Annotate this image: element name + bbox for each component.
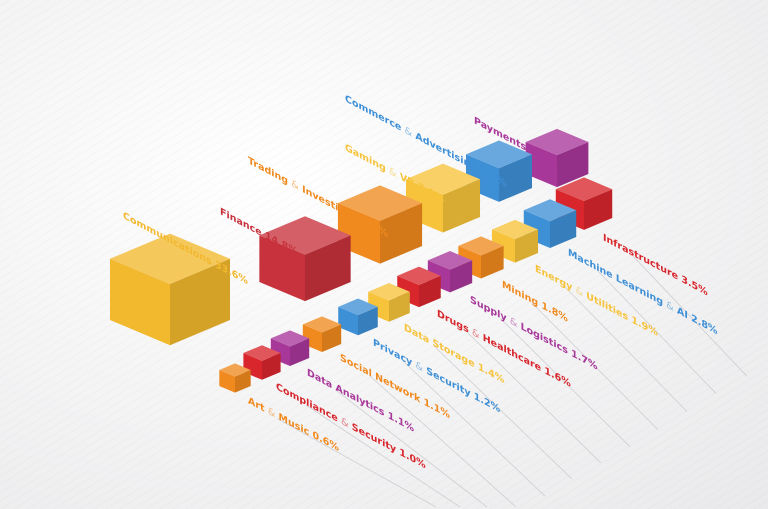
cube-1 xyxy=(110,233,230,346)
cube-top-face xyxy=(458,236,504,256)
cube-right-face xyxy=(380,203,423,264)
cube-top-face xyxy=(525,128,589,156)
cube-right-face xyxy=(419,275,441,308)
leader-line xyxy=(531,302,659,430)
cube-right-face xyxy=(235,370,251,393)
cube-right-face xyxy=(358,306,378,336)
cube-top-face xyxy=(110,233,230,284)
cube-right-face xyxy=(170,258,230,346)
cube-top-face xyxy=(491,219,539,240)
cube-left-face xyxy=(110,258,170,346)
data-label: Social Network 1.1% xyxy=(340,353,450,422)
cube-left-face xyxy=(259,235,305,302)
leader-line xyxy=(597,270,717,394)
leader-lines xyxy=(277,255,748,508)
cube-top-face xyxy=(259,216,351,255)
cube-16 xyxy=(270,330,310,367)
cube-right-face xyxy=(499,154,533,202)
cube-right-face xyxy=(262,353,281,380)
cube-top-face xyxy=(302,316,342,333)
cube-right-face xyxy=(515,229,539,263)
leader-line xyxy=(402,360,546,497)
cube-top-face xyxy=(270,330,310,347)
leader-line xyxy=(499,317,631,448)
cube-right-face xyxy=(290,338,310,367)
cube-right-face xyxy=(481,245,504,279)
cube-top-face xyxy=(368,283,410,301)
cube-top-face xyxy=(465,140,533,169)
leader-line xyxy=(466,331,602,464)
cube-top-face xyxy=(397,266,441,285)
leader-line xyxy=(336,390,488,508)
cube-right-face xyxy=(557,142,589,188)
leader-line xyxy=(632,255,748,377)
data-label: Infrastructure 3.5% xyxy=(603,233,708,299)
cube-top-face xyxy=(555,177,613,202)
cube-right-face xyxy=(584,189,613,230)
cube-top-face xyxy=(405,163,481,195)
leader-line xyxy=(305,404,461,508)
data-label: Art & Music 0.6% xyxy=(248,396,339,455)
data-label: Energy & Utilities 1.9% xyxy=(535,264,658,340)
cube-left-face xyxy=(219,370,235,393)
cube-13 xyxy=(368,283,410,322)
cube-top-face xyxy=(219,363,251,377)
cube-right-face xyxy=(550,210,577,249)
cube-left-face xyxy=(525,142,557,188)
cube-2 xyxy=(259,216,351,302)
cube-4 xyxy=(405,163,481,233)
cube-top-face xyxy=(427,251,473,270)
cube-right-face xyxy=(450,260,473,293)
cube-18 xyxy=(219,363,251,393)
leader-line xyxy=(564,286,688,412)
cube-top-face xyxy=(337,185,423,221)
leader-line xyxy=(369,375,517,508)
leader-line xyxy=(277,418,437,508)
cube-top-face xyxy=(523,199,577,222)
cube-right-face xyxy=(305,235,351,302)
cube-top-face xyxy=(243,345,281,361)
cube-right-face xyxy=(322,324,342,353)
cube-right-face xyxy=(443,179,481,233)
cube-right-face xyxy=(389,291,410,322)
cube-left-face xyxy=(338,306,358,336)
leader-line xyxy=(433,345,573,480)
cube-top-face xyxy=(338,298,378,316)
cube-14 xyxy=(338,298,378,336)
cube-6 xyxy=(525,128,589,188)
